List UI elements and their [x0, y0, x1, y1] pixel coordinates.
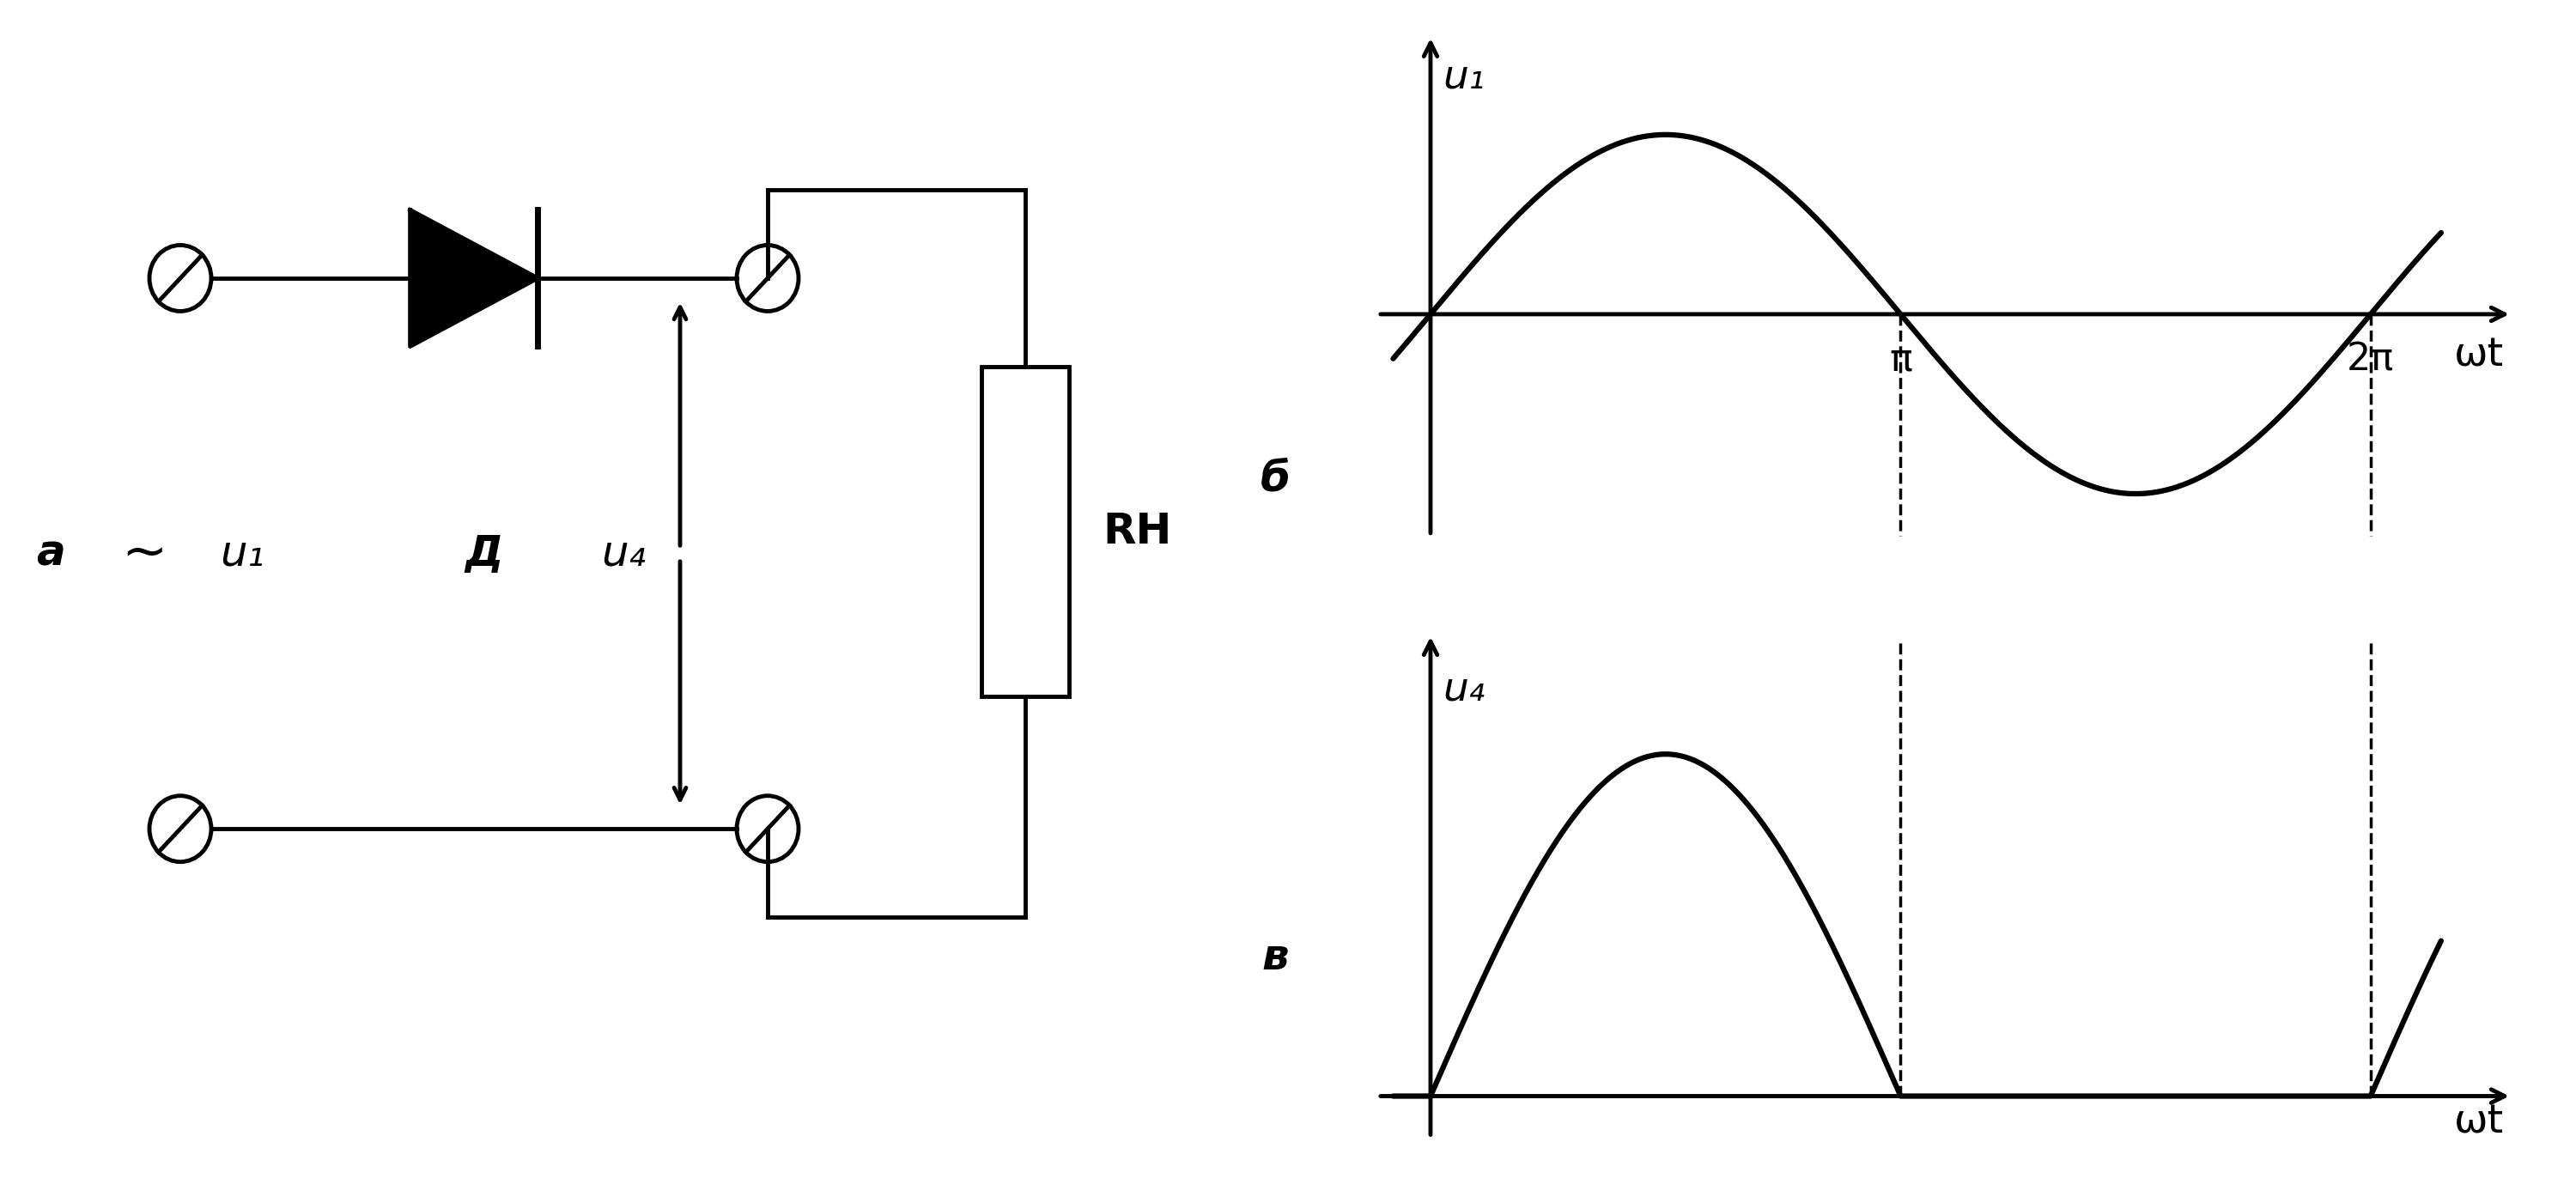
Text: u₁: u₁: [219, 533, 265, 575]
Text: 2π: 2π: [2347, 341, 2393, 378]
Text: RН: RН: [1103, 511, 1172, 552]
Text: в: в: [1262, 937, 1288, 978]
Text: u₄: u₄: [1443, 670, 1484, 709]
Polygon shape: [410, 209, 538, 346]
Text: ~: ~: [121, 527, 167, 581]
Text: u₄: u₄: [600, 533, 647, 575]
Bar: [981, 366, 1069, 697]
Text: ωt: ωt: [2455, 1102, 2504, 1142]
Text: u₁: u₁: [1443, 59, 1484, 97]
Text: π: π: [1888, 341, 1911, 378]
Text: Д: Д: [466, 533, 502, 575]
Text: б: б: [1260, 458, 1291, 499]
Text: а: а: [36, 533, 64, 575]
Text: ωt: ωt: [2455, 335, 2504, 375]
